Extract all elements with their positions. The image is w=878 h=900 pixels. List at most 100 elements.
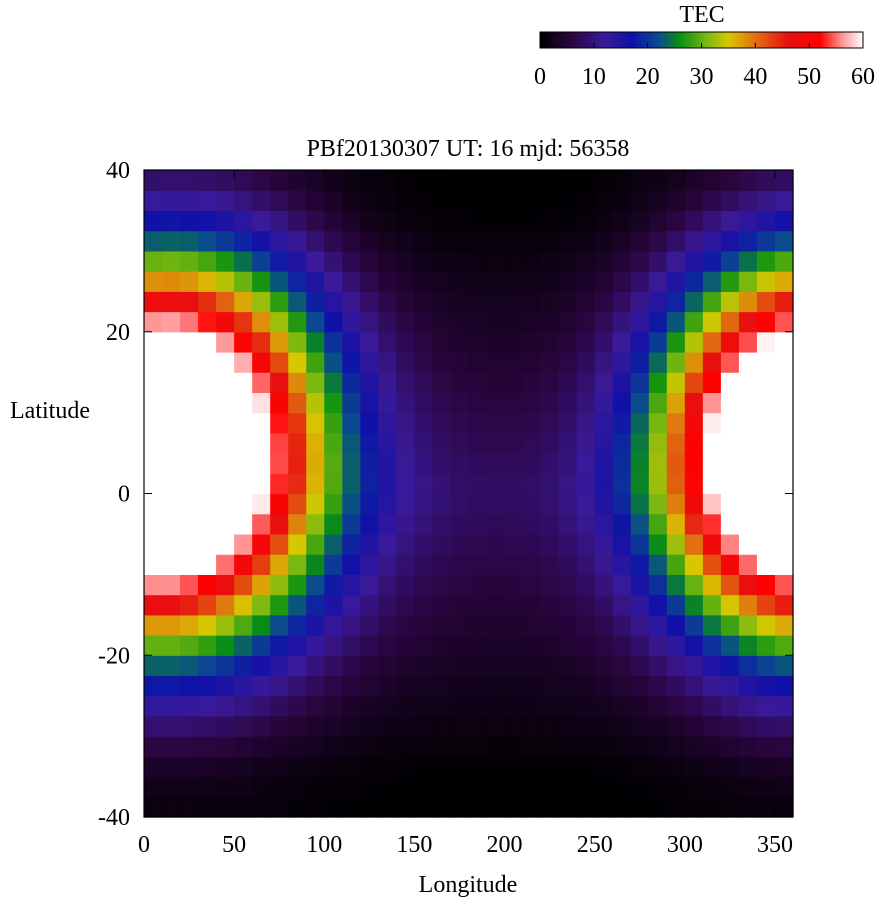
heatmap-cell: [540, 372, 560, 394]
heatmap-cell: [612, 291, 632, 313]
heatmap-cell: [594, 513, 614, 535]
heatmap-cell: [540, 554, 560, 575]
heatmap-cell: [486, 736, 506, 757]
heatmap-cell: [684, 230, 704, 252]
heatmap-cell: [720, 190, 740, 212]
heatmap-cell: [198, 210, 217, 232]
heatmap-cell: [540, 311, 560, 333]
heatmap-cell: [288, 230, 307, 252]
heatmap-cell: [162, 736, 181, 757]
heatmap-cell: [162, 453, 181, 474]
heatmap-cell: [720, 655, 740, 677]
heatmap-cell: [684, 614, 704, 636]
heatmap-cell: [666, 776, 686, 798]
heatmap-cell: [144, 170, 163, 191]
heatmap-cell: [414, 675, 434, 697]
heatmap-cell: [774, 493, 794, 515]
heatmap-cell: [252, 190, 271, 212]
heatmap-cell: [396, 453, 416, 474]
heatmap-cell: [558, 412, 578, 434]
heatmap-cell: [378, 635, 397, 656]
heatmap-cell: [360, 412, 379, 434]
heatmap-cell: [288, 412, 307, 434]
heatmap-cell: [432, 230, 452, 252]
heatmap-cell: [414, 796, 434, 818]
heatmap-cell: [576, 473, 596, 495]
heatmap-cell: [396, 614, 416, 636]
heatmap-cell: [594, 291, 614, 313]
heatmap-cell: [558, 635, 578, 656]
heatmap-cell: [504, 796, 524, 818]
heatmap-cell: [756, 392, 776, 414]
heatmap-cell: [360, 695, 379, 717]
heatmap-cell: [594, 614, 614, 636]
heatmap-cell: [612, 351, 632, 373]
heatmap-cell: [198, 513, 217, 535]
heatmap-cell: [234, 655, 253, 677]
heatmap-cell: [648, 412, 668, 434]
heatmap-cell: [540, 190, 560, 212]
heatmap-cell: [630, 311, 650, 333]
heatmap-cell: [540, 250, 560, 272]
heatmap-cell: [324, 695, 343, 717]
heatmap-cell: [468, 432, 488, 454]
heatmap-cell: [360, 271, 379, 292]
heatmap-cell: [702, 574, 722, 596]
heatmap-cell: [576, 412, 596, 434]
x-tick-label: 100: [306, 832, 342, 858]
heatmap-cell: [648, 271, 668, 292]
heatmap-cell: [162, 351, 181, 373]
heatmap-cell: [486, 776, 506, 798]
heatmap-cell: [432, 574, 452, 596]
heatmap-cell: [666, 473, 686, 495]
heatmap-cell: [180, 271, 199, 292]
heatmap-cell: [450, 230, 470, 252]
heatmap-cell: [432, 655, 452, 677]
heatmap-cell: [324, 756, 343, 778]
heatmap-cell: [684, 594, 704, 616]
heatmap-cell: [144, 311, 163, 333]
heatmap-cell: [756, 210, 776, 232]
heatmap-cell: [576, 655, 596, 677]
heatmap-cell: [198, 715, 217, 737]
heatmap-cell: [504, 493, 524, 515]
heatmap-cell: [414, 351, 434, 373]
heatmap-cell: [720, 432, 740, 454]
heatmap-cell: [594, 331, 614, 353]
heatmap-cell: [252, 230, 271, 252]
heatmap-cell: [180, 756, 199, 778]
heatmap-cell: [630, 614, 650, 636]
heatmap-cell: [576, 250, 596, 272]
heatmap-cell: [666, 311, 686, 333]
heatmap-cell: [162, 291, 181, 313]
heatmap-cell: [486, 372, 506, 394]
heatmap-cell: [594, 594, 614, 616]
heatmap-cell: [450, 594, 470, 616]
heatmap-cell: [738, 655, 758, 677]
heatmap-cell: [648, 372, 668, 394]
heatmap-cell: [324, 796, 343, 818]
x-tick-label: 250: [577, 832, 613, 858]
heatmap-cell: [702, 250, 722, 272]
heatmap-cell: [612, 614, 632, 636]
heatmap-cell: [558, 250, 578, 272]
heatmap-cell: [144, 412, 163, 434]
heatmap-cell: [576, 614, 596, 636]
heatmap-cell: [738, 392, 758, 414]
heatmap-cell: [306, 412, 325, 434]
heatmap-cell: [378, 796, 397, 818]
heatmap-cell: [756, 554, 776, 575]
heatmap-cell: [648, 614, 668, 636]
heatmap-cell: [738, 635, 758, 656]
heatmap-cell: [684, 635, 704, 656]
heatmap-cell: [468, 271, 488, 292]
heatmap-cell: [360, 715, 379, 737]
heatmap-cell: [450, 493, 470, 515]
heatmap-cell: [216, 736, 235, 757]
heatmap-cell: [360, 473, 379, 495]
heatmap-cell: [234, 230, 253, 252]
heatmap-cell: [378, 715, 397, 737]
heatmap-cell: [684, 756, 704, 778]
heatmap-cell: [360, 372, 379, 394]
heatmap-cell: [738, 291, 758, 313]
